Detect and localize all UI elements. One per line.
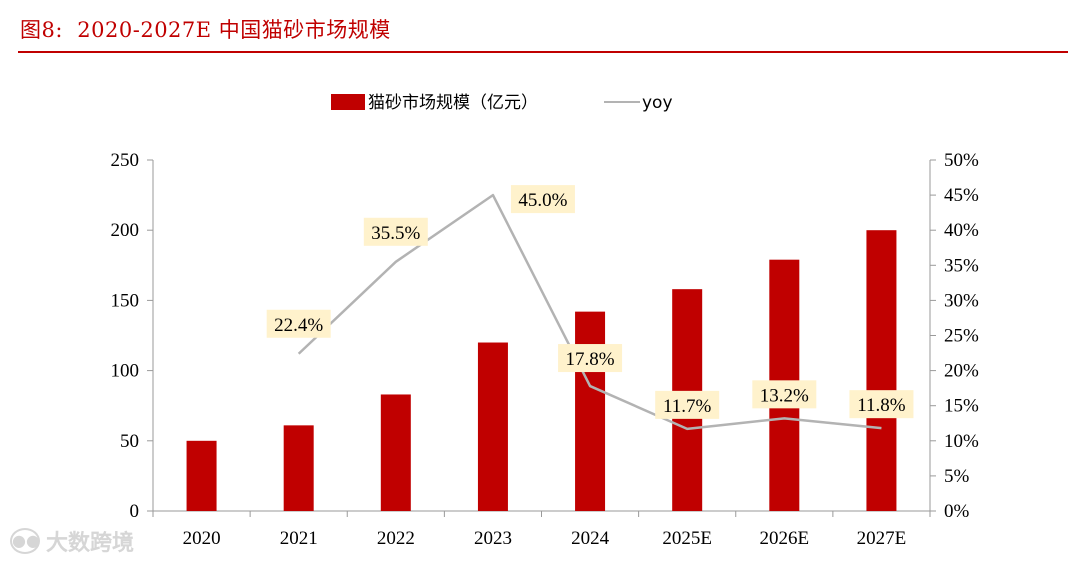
- right-tick-label: 10%: [944, 431, 979, 452]
- data-label: 35.5%: [371, 223, 420, 244]
- right-tick-label: 40%: [944, 220, 979, 241]
- data-label: 11.8%: [857, 395, 906, 416]
- data-label: 11.7%: [663, 396, 712, 417]
- x-tick-label: 2022: [377, 528, 415, 549]
- axes: 0 50 100 150 200 250 0% 5% 10% 15% 20% 25% 30% 35% 40%…: [111, 150, 980, 549]
- right-tick-label: 50%: [944, 150, 979, 171]
- x-tick-label: 2020: [183, 528, 221, 549]
- data-label-box: [266, 309, 331, 338]
- data-labels: 22.4% 35.5% 45.0% 17.8% 11.7% 13.2% 11.8%: [266, 185, 914, 419]
- bar: [866, 230, 897, 511]
- bar: [283, 425, 314, 511]
- legend-bar-label: 猫砂市场规模（亿元）: [368, 93, 538, 113]
- watermark-text: 大数跨境: [46, 531, 135, 556]
- bar: [380, 394, 411, 511]
- legend-line-label: yoy: [642, 93, 673, 113]
- left-tick-label: 0: [130, 501, 140, 522]
- yoy-series: [297, 193, 882, 431]
- data-label-box: [363, 217, 428, 246]
- x-tick-label: 2025E: [662, 528, 712, 549]
- data-label: 22.4%: [274, 315, 323, 336]
- left-tick-label: 50: [120, 431, 139, 452]
- figure-header: 图8: 2020-2027E 中国猫砂市场规模: [20, 14, 391, 44]
- data-label-box: [558, 344, 623, 373]
- right-tick-label: 30%: [944, 290, 979, 311]
- x-tick-label: 2024: [571, 528, 610, 549]
- left-tick-label: 150: [111, 290, 140, 311]
- data-label-box: [752, 380, 817, 409]
- header-rule: [18, 51, 1068, 53]
- bar: [575, 311, 606, 511]
- right-tick-label: 0%: [944, 501, 970, 522]
- watermark: ●● 大数跨境: [10, 525, 134, 557]
- x-tick-label: 2026E: [760, 528, 810, 549]
- right-tick-label: 20%: [944, 361, 979, 382]
- legend-bar-swatch: [331, 94, 365, 110]
- data-label: 13.2%: [760, 385, 809, 406]
- bar: [477, 342, 508, 511]
- bar: [186, 440, 217, 511]
- data-label-box: [849, 390, 914, 419]
- chat-bubble-logo-icon: ●●: [10, 528, 40, 554]
- data-label-box: [510, 185, 575, 214]
- right-tick-label: 35%: [944, 255, 979, 276]
- left-tick-label: 200: [111, 220, 140, 241]
- bars: [186, 230, 897, 511]
- left-tick-label: 250: [111, 150, 140, 171]
- right-tick-label: 45%: [944, 185, 979, 206]
- x-tick-label: 2023: [474, 528, 512, 549]
- figure-label: 图8:: [20, 18, 63, 42]
- data-label: 45.0%: [518, 190, 567, 211]
- right-tick-label: 5%: [944, 466, 970, 487]
- left-tick-label: 100: [111, 361, 140, 382]
- yoy-line: [297, 193, 882, 431]
- right-tick-label: 25%: [944, 326, 979, 347]
- data-label-box: [655, 390, 720, 419]
- data-label: 17.8%: [566, 349, 615, 370]
- legend: 猫砂市场规模（亿元） yoy: [331, 93, 673, 113]
- x-tick-label: 2027E: [857, 528, 907, 549]
- figure-title: 2020-2027E 中国猫砂市场规模: [77, 18, 391, 42]
- x-tick-label: 2021: [280, 528, 318, 549]
- right-tick-label: 15%: [944, 396, 979, 417]
